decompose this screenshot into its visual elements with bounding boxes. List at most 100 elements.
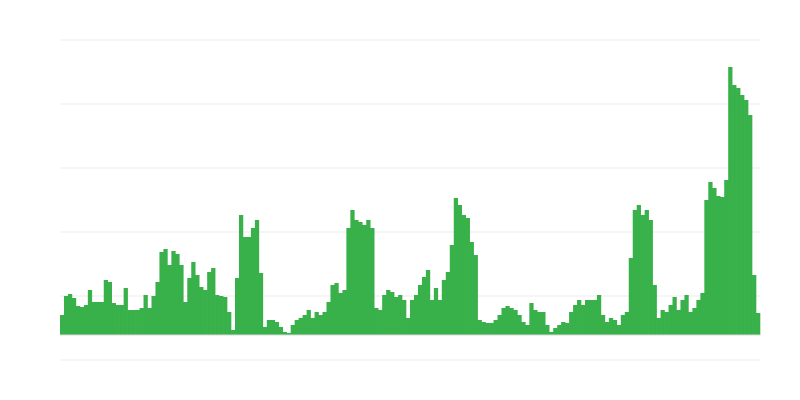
bar bbox=[207, 272, 212, 335]
bar bbox=[660, 310, 665, 335]
bar bbox=[485, 323, 490, 335]
bar bbox=[314, 312, 319, 335]
bar bbox=[282, 332, 288, 335]
bar bbox=[330, 285, 335, 335]
bar bbox=[302, 315, 307, 335]
bar bbox=[712, 188, 717, 335]
bar bbox=[95, 302, 101, 335]
bar bbox=[413, 295, 419, 335]
bar bbox=[278, 327, 284, 335]
bar bbox=[736, 88, 741, 335]
bar bbox=[342, 290, 347, 335]
bar bbox=[123, 288, 128, 335]
bar bbox=[668, 305, 673, 335]
bar bbox=[477, 320, 482, 335]
bar bbox=[569, 312, 574, 335]
bar bbox=[254, 220, 260, 335]
bar bbox=[119, 305, 124, 335]
bar bbox=[87, 290, 93, 335]
bar bbox=[752, 275, 757, 335]
bar bbox=[708, 182, 713, 335]
bar bbox=[724, 180, 729, 335]
bar bbox=[147, 308, 152, 335]
bar bbox=[588, 300, 594, 335]
bar bbox=[549, 332, 554, 335]
bar bbox=[175, 254, 180, 335]
bar bbox=[294, 320, 299, 335]
bar bbox=[322, 312, 327, 335]
bar bbox=[608, 318, 614, 335]
bar bbox=[67, 294, 73, 335]
bar bbox=[274, 322, 280, 335]
bar bbox=[696, 300, 701, 335]
bar bbox=[744, 100, 749, 335]
bar bbox=[374, 308, 379, 335]
bar bbox=[410, 300, 415, 335]
bar bbox=[143, 295, 148, 335]
bar bbox=[79, 307, 85, 335]
bar bbox=[676, 310, 681, 335]
bar bbox=[604, 322, 610, 335]
bar bbox=[652, 285, 657, 335]
bar bbox=[386, 290, 391, 335]
bar bbox=[107, 282, 113, 335]
bar bbox=[493, 320, 498, 335]
bar bbox=[557, 325, 562, 335]
bar bbox=[258, 273, 264, 335]
bar bbox=[732, 85, 737, 335]
bar bbox=[624, 312, 630, 335]
bar bbox=[465, 218, 470, 335]
bar bbox=[151, 296, 156, 335]
bar bbox=[183, 302, 188, 335]
bar bbox=[612, 320, 618, 335]
bar bbox=[481, 322, 486, 335]
bar bbox=[756, 313, 761, 335]
bar bbox=[489, 323, 494, 335]
bar bbox=[195, 275, 200, 335]
bar bbox=[541, 312, 546, 335]
bar bbox=[394, 297, 399, 335]
bar bbox=[286, 333, 291, 335]
bar bbox=[235, 278, 240, 335]
bar bbox=[672, 297, 677, 335]
bar bbox=[362, 225, 367, 335]
bar bbox=[306, 310, 311, 335]
bar bbox=[596, 295, 602, 335]
bar bbox=[187, 278, 192, 335]
bar bbox=[684, 295, 689, 335]
bar bbox=[640, 215, 645, 335]
bar bbox=[533, 310, 538, 335]
bar bbox=[740, 95, 745, 335]
bar bbox=[644, 210, 649, 335]
bar bbox=[262, 327, 268, 335]
bar bbox=[135, 310, 140, 335]
bar bbox=[517, 315, 522, 335]
bar bbox=[497, 315, 502, 335]
bar bbox=[425, 270, 431, 335]
bar bbox=[103, 280, 109, 335]
bar bbox=[139, 308, 144, 335]
bar bbox=[620, 315, 626, 335]
bar bbox=[680, 300, 685, 335]
bar bbox=[457, 205, 463, 335]
bar bbox=[91, 302, 97, 335]
bar bbox=[632, 210, 638, 335]
bar bbox=[223, 297, 228, 335]
bar bbox=[215, 295, 220, 335]
bar bbox=[60, 315, 65, 335]
bar bbox=[664, 312, 669, 335]
bar bbox=[246, 237, 252, 335]
bar bbox=[354, 220, 359, 335]
bar bbox=[585, 300, 590, 335]
bar bbox=[445, 272, 451, 335]
bar bbox=[310, 318, 315, 335]
bar bbox=[167, 265, 172, 335]
bar bbox=[501, 308, 506, 335]
bar bbox=[270, 320, 276, 335]
bar bbox=[628, 258, 634, 335]
bar bbox=[318, 315, 323, 335]
bar bbox=[704, 200, 709, 335]
bar bbox=[573, 305, 578, 335]
bar bbox=[529, 303, 534, 335]
